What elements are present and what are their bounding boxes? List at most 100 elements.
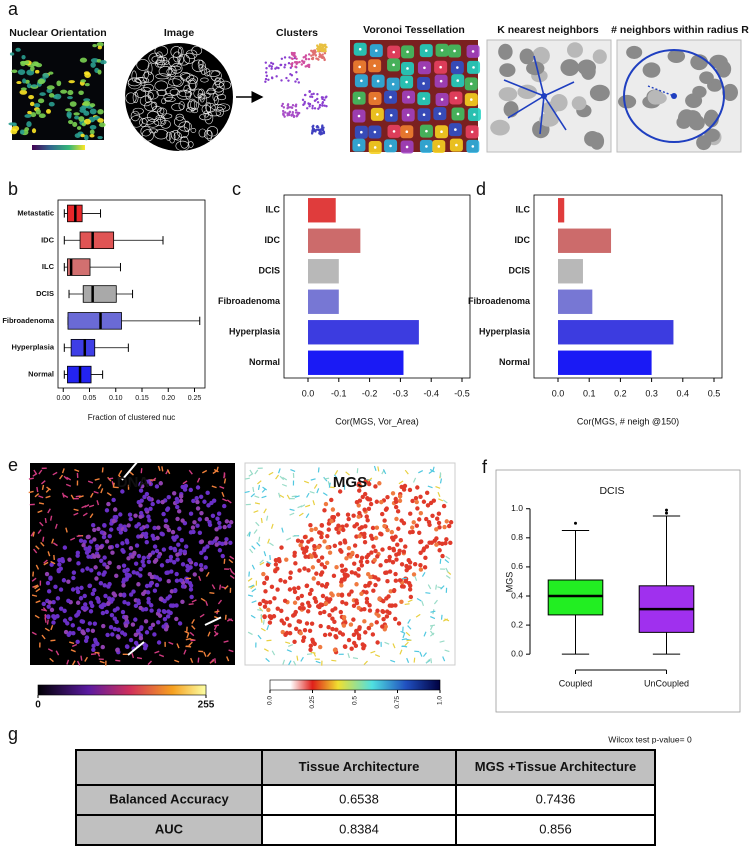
cluster-point bbox=[308, 105, 311, 108]
nucleus bbox=[156, 620, 161, 625]
stromal-streak bbox=[115, 659, 121, 662]
cell-outline bbox=[212, 81, 225, 93]
nucleus bbox=[107, 545, 113, 550]
plot-frame bbox=[283, 194, 471, 379]
cell-outline bbox=[187, 98, 197, 111]
stromal-streak bbox=[52, 471, 58, 476]
nucleus bbox=[302, 628, 308, 633]
nucleus bbox=[626, 45, 643, 59]
nucleus bbox=[334, 526, 339, 531]
stromal-streak bbox=[352, 657, 359, 660]
cell-outline bbox=[156, 107, 168, 117]
stromal-streak bbox=[382, 469, 387, 475]
nucleus bbox=[378, 531, 383, 536]
nucleus bbox=[124, 577, 129, 582]
panel-letter: b bbox=[8, 179, 18, 199]
stromal-streak bbox=[209, 591, 215, 594]
nucleus bbox=[399, 584, 405, 589]
seed-point bbox=[373, 130, 377, 134]
nucleus bbox=[20, 87, 27, 91]
cell-outline bbox=[166, 74, 172, 80]
nucleus bbox=[300, 638, 306, 643]
nucleus bbox=[104, 508, 110, 513]
nucleus bbox=[308, 647, 313, 652]
stromal-streak bbox=[253, 529, 258, 534]
nucleus bbox=[318, 623, 323, 629]
nucleus bbox=[99, 558, 104, 563]
stromal-streak bbox=[89, 492, 94, 498]
nucleus bbox=[373, 484, 378, 489]
cell-outline bbox=[210, 70, 222, 82]
nucleus bbox=[592, 49, 607, 64]
nucleus bbox=[190, 525, 196, 530]
nucleus bbox=[411, 572, 417, 577]
nucleus bbox=[409, 525, 415, 530]
nucleus bbox=[210, 513, 216, 518]
stromal-streak bbox=[247, 631, 253, 636]
nucleus bbox=[404, 567, 409, 573]
nucleus bbox=[406, 558, 411, 563]
nucleus bbox=[102, 583, 107, 588]
nucleus bbox=[26, 121, 32, 128]
stromal-streak bbox=[136, 657, 143, 660]
nucleus bbox=[88, 539, 94, 544]
nucleus bbox=[370, 632, 376, 637]
stromal-streak bbox=[82, 512, 88, 517]
nucleus bbox=[217, 525, 222, 530]
outlier bbox=[665, 511, 668, 515]
nucleus bbox=[391, 548, 397, 553]
nucleus bbox=[330, 608, 335, 613]
nucleus bbox=[287, 623, 292, 628]
nucleus bbox=[160, 499, 165, 505]
nucleus bbox=[171, 535, 176, 540]
nucleus bbox=[133, 513, 138, 518]
nucleus bbox=[15, 47, 21, 52]
x-tick-label: 0.2 bbox=[614, 388, 627, 398]
cell-outline bbox=[163, 92, 173, 102]
nucleus bbox=[366, 552, 371, 558]
nucleus bbox=[132, 550, 137, 556]
nucleus bbox=[279, 545, 284, 550]
cluster-point bbox=[325, 105, 328, 108]
nucleus bbox=[293, 561, 298, 566]
stromal-streak bbox=[250, 493, 256, 498]
nucleus bbox=[48, 576, 53, 581]
seed-point bbox=[440, 130, 443, 134]
nucleus bbox=[70, 587, 76, 592]
stromal-streak bbox=[226, 656, 230, 662]
nucleus bbox=[309, 621, 315, 626]
seed-point bbox=[454, 96, 458, 100]
y-tick-label: 0.2 bbox=[511, 619, 523, 629]
nucleus bbox=[393, 504, 399, 510]
cluster-point bbox=[292, 114, 296, 118]
stromal-streak bbox=[370, 650, 376, 654]
nucleus bbox=[313, 553, 318, 559]
colorbar-label: 0.75 bbox=[394, 696, 401, 709]
stromal-streak bbox=[367, 477, 373, 482]
image-title: # neighbors within radius R bbox=[611, 24, 749, 36]
nucleus bbox=[336, 530, 341, 535]
x-tick-label: 0.5 bbox=[708, 388, 721, 398]
cell-outline bbox=[159, 107, 165, 115]
nucleus bbox=[371, 588, 376, 593]
nucleus bbox=[571, 96, 587, 111]
nucleus bbox=[34, 69, 40, 74]
nucleus bbox=[406, 581, 412, 586]
stromal-streak bbox=[228, 618, 234, 622]
nucleus bbox=[441, 503, 447, 509]
stromal-streak bbox=[317, 467, 320, 473]
nucleus bbox=[81, 122, 87, 127]
nucleus bbox=[89, 133, 95, 138]
nucleus bbox=[228, 540, 233, 546]
stromal-streak bbox=[50, 560, 56, 565]
colorbar-label: 1.0 bbox=[437, 696, 444, 705]
cell-outline bbox=[216, 103, 231, 112]
stromal-streak bbox=[345, 471, 350, 476]
nucleus bbox=[341, 614, 347, 620]
nucleus bbox=[380, 609, 386, 615]
nucleus bbox=[152, 544, 158, 549]
y-tick-label: Normal bbox=[249, 357, 280, 367]
nucleus bbox=[128, 637, 134, 643]
nucleus bbox=[261, 571, 266, 577]
nucleus bbox=[395, 509, 401, 514]
